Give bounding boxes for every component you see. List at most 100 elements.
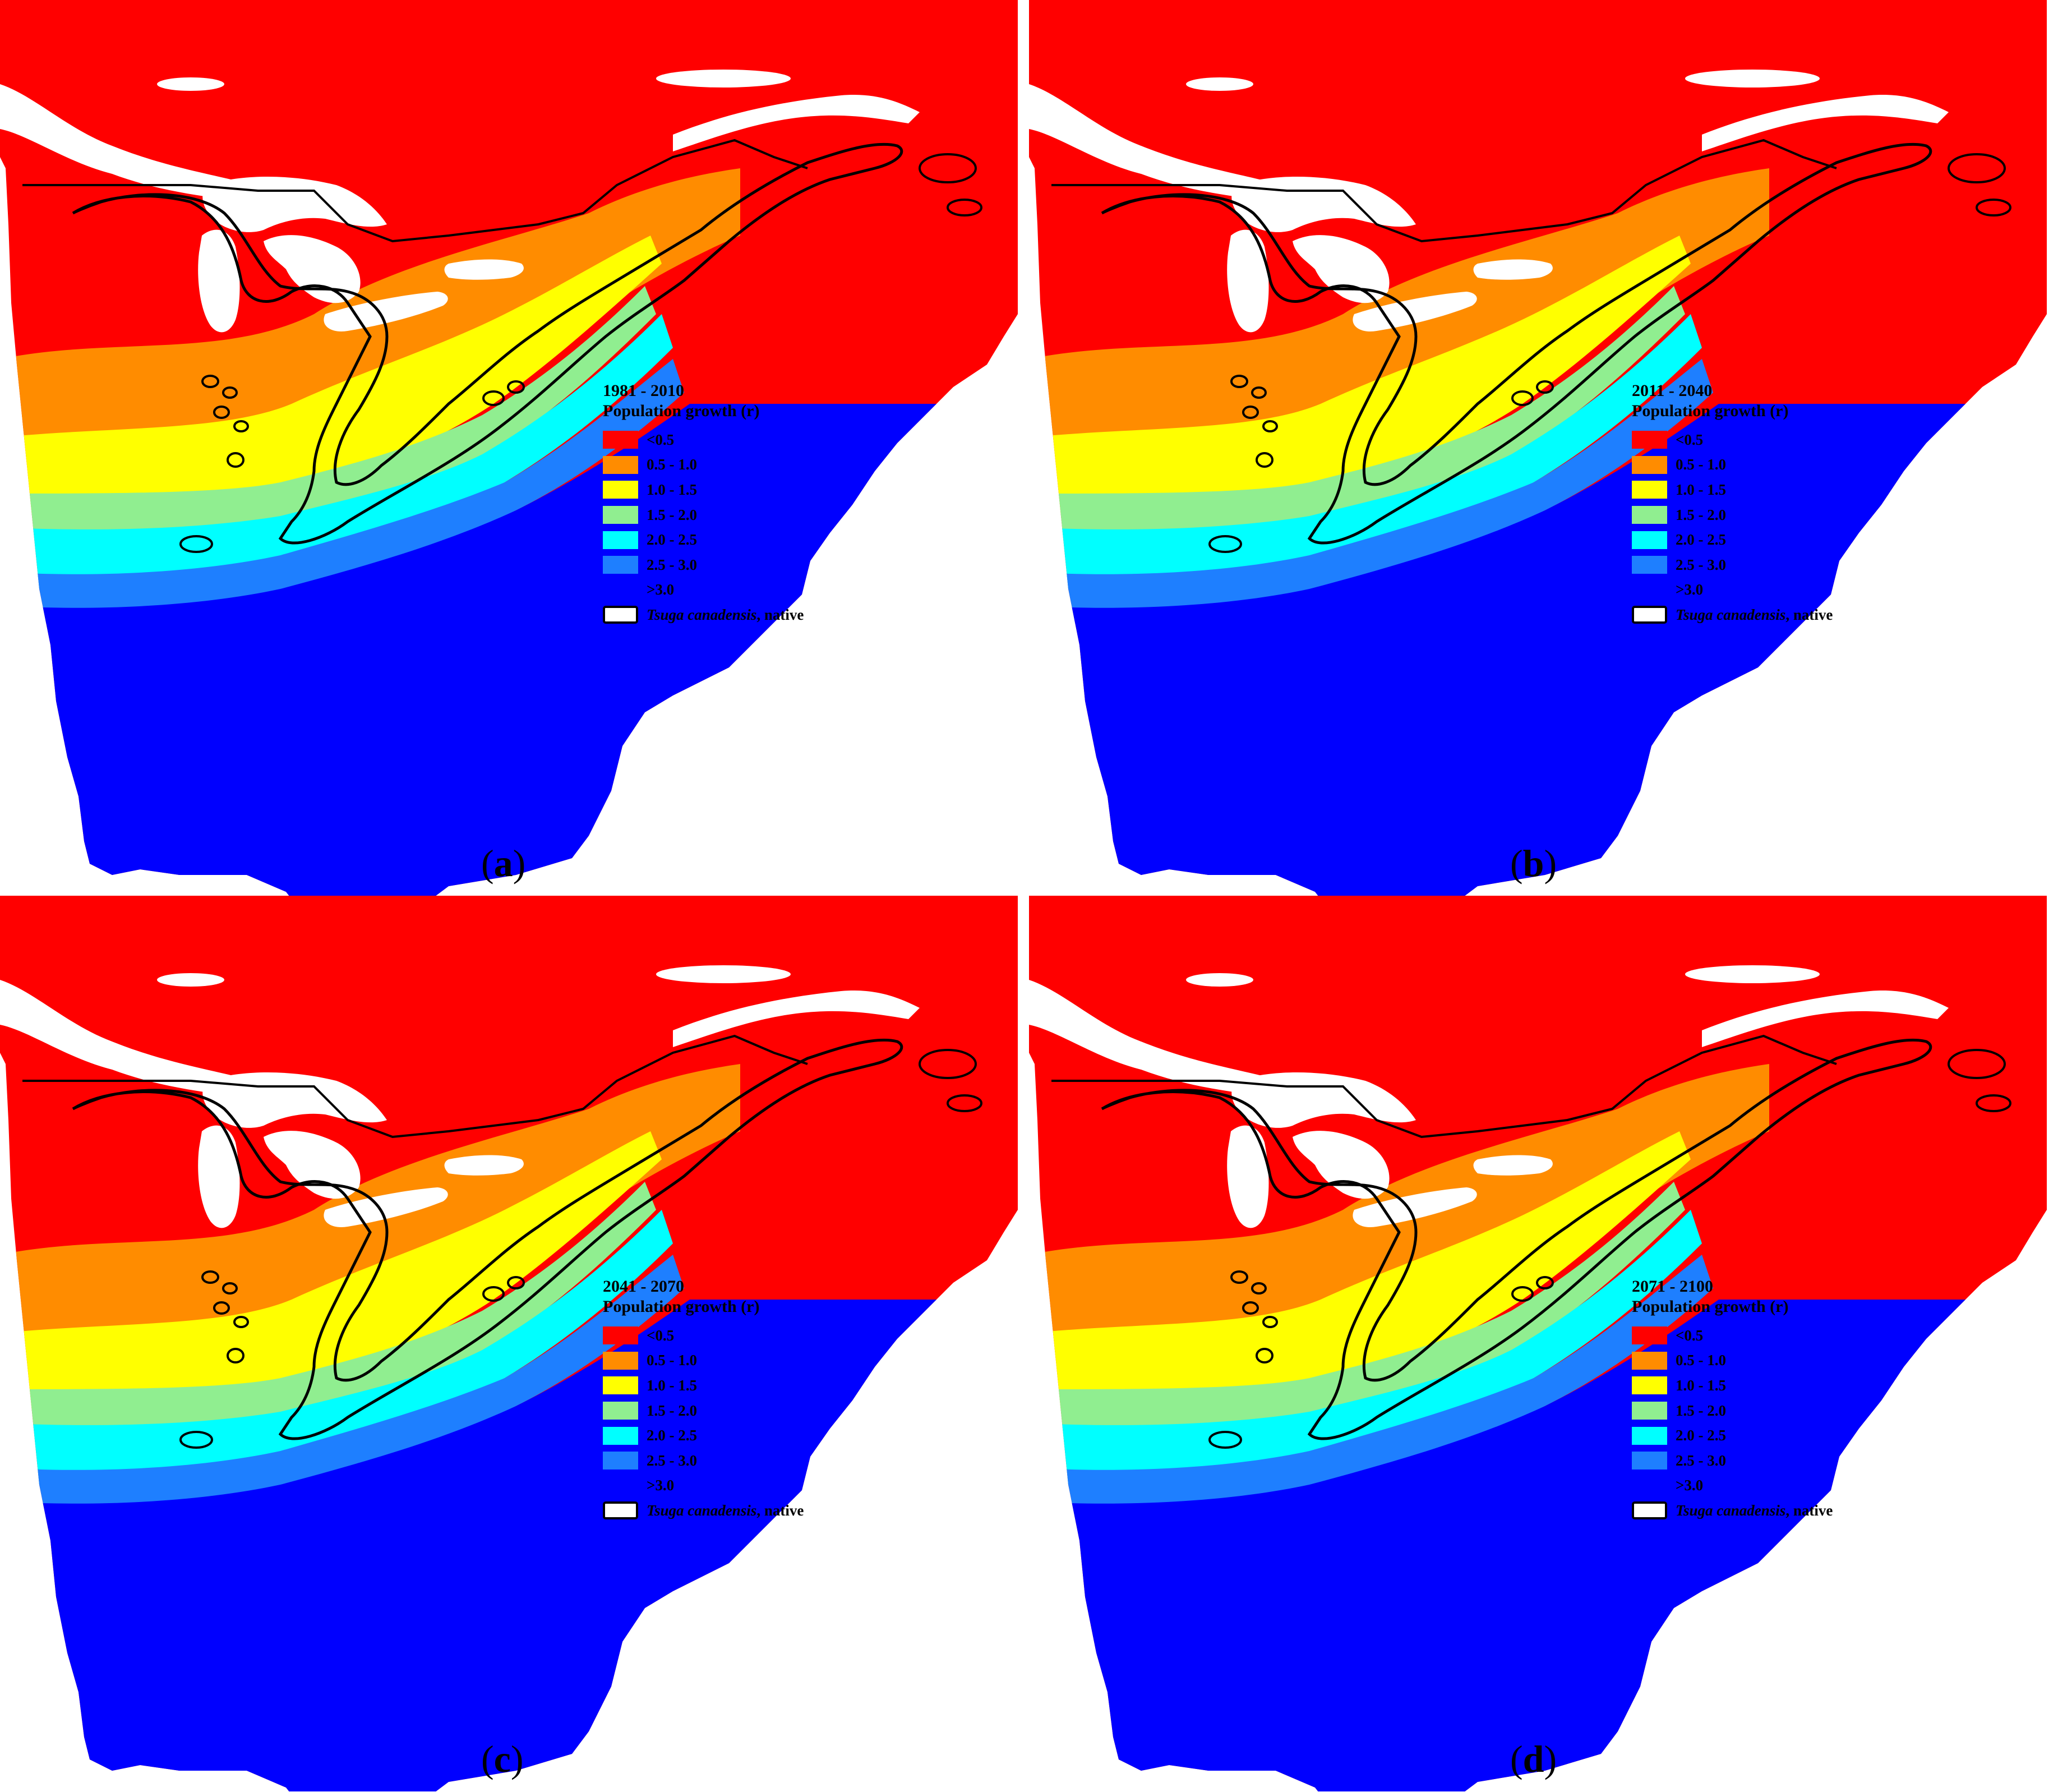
legend-swatch <box>603 1426 638 1445</box>
legend-label: 2.0 - 2.5 <box>1676 531 1726 549</box>
legend-row: Tsuga canadensis, native <box>603 602 804 628</box>
legend-label: <0.5 <box>647 1326 675 1344</box>
native-range-patch <box>1262 420 1278 432</box>
lake-island <box>157 77 224 91</box>
map-legend: 2011 - 2040 Population growth (r) <0.5 0… <box>1632 381 1833 628</box>
native-suffix: , native <box>1785 1501 1833 1519</box>
legend-row: 1.5 - 2.0 <box>1632 503 1833 528</box>
zone-yellow <box>1029 236 1691 516</box>
caption-close: ) <box>510 1738 524 1780</box>
legend-row: 2.5 - 3.0 <box>1632 1448 1833 1473</box>
lake-island <box>1685 965 1820 983</box>
legend-title: Population growth (r) <box>1632 1297 1789 1316</box>
native-range-patch <box>222 386 238 399</box>
native-suffix: , native <box>756 1501 804 1519</box>
native-range-patch <box>1242 1301 1259 1315</box>
legend-label: 1.5 - 2.0 <box>647 506 697 523</box>
legend-swatch <box>603 531 638 549</box>
lake-island <box>1186 973 1253 987</box>
species-name: Tsuga canadensis <box>647 606 757 623</box>
zone-cyan <box>1029 1210 1702 1490</box>
map-legend: 2071 - 2100 Population growth (r) <0.5 0… <box>1632 1277 1833 1523</box>
native-range-patch <box>1230 1270 1248 1284</box>
panel-caption: (a) <box>481 841 525 886</box>
legend-period: 2011 - 2040 <box>1632 381 1713 400</box>
native-range-patch <box>233 1316 249 1328</box>
growth-map <box>1029 0 2047 896</box>
legend-label: 2.0 - 2.5 <box>647 1427 697 1444</box>
legend-period: 1981 - 2010 <box>603 381 684 400</box>
species-name: Tsuga canadensis <box>1676 606 1786 623</box>
legend-row: >3.0 <box>1632 578 1833 603</box>
caption-letter: c <box>493 1738 511 1780</box>
legend-row: 2.0 - 2.5 <box>1632 527 1833 552</box>
legend-label: 0.5 - 1.0 <box>647 456 697 473</box>
legend-label: 2.5 - 3.0 <box>1676 1452 1726 1469</box>
legend-label: 2.0 - 2.5 <box>647 531 697 549</box>
legend-label: 0.5 - 1.0 <box>1676 456 1726 473</box>
legend-swatch <box>603 556 638 574</box>
native-suffix: , native <box>756 606 804 623</box>
zone-yellow <box>0 236 662 516</box>
legend-row: >3.0 <box>1632 1473 1833 1499</box>
lake-erie <box>1353 292 1477 331</box>
legend-swatch <box>603 431 638 449</box>
legend-row: 0.5 - 1.0 <box>603 1348 804 1374</box>
legend-swatch-native <box>603 606 638 624</box>
legend-swatch <box>1632 581 1667 599</box>
legend-row: <0.5 <box>1632 427 1833 453</box>
legend-label-native: Tsuga canadensis, native <box>647 1502 804 1519</box>
legend-label-native: Tsuga canadensis, native <box>1676 606 1833 624</box>
legend-label: >3.0 <box>1676 1477 1704 1494</box>
legend-label: 1.0 - 1.5 <box>647 481 697 498</box>
lake-island <box>1685 70 1820 87</box>
zone-yellow <box>1029 1131 1691 1412</box>
legend-label: 2.5 - 3.0 <box>647 556 697 573</box>
legend-swatch <box>1632 481 1667 499</box>
legend-label: <0.5 <box>1676 431 1704 448</box>
panel-caption: (d) <box>1510 1737 1557 1781</box>
legend-row: 0.5 - 1.0 <box>1632 1348 1833 1374</box>
legend-swatch <box>1632 1426 1667 1445</box>
zone-lightgreen <box>1029 1182 1685 1451</box>
native-range-outline <box>72 142 903 545</box>
legend-row: <0.5 <box>603 1323 804 1348</box>
legend-label: 0.5 - 1.0 <box>647 1352 697 1369</box>
map-legend: 1981 - 2010 Population growth (r) <0.5 0… <box>603 381 804 628</box>
legend-swatch <box>1632 455 1667 474</box>
legend-row: 2.5 - 3.0 <box>603 552 804 578</box>
legend-swatch <box>603 581 638 599</box>
native-range-patch <box>1208 535 1242 553</box>
native-range-patch <box>1256 452 1273 468</box>
native-range-patch <box>1948 153 2006 183</box>
legend-title: Population growth (r) <box>603 1297 760 1316</box>
native-range-patch <box>1511 1286 1534 1302</box>
legend-row: 2.0 - 2.5 <box>603 1423 804 1448</box>
caption-close: ) <box>1544 842 1557 885</box>
map-legend: 2041 - 2070 Population growth (r) <0.5 0… <box>603 1277 804 1523</box>
legend-row: 0.5 - 1.0 <box>603 453 804 478</box>
caption-letter: d <box>1522 1738 1544 1780</box>
water-north <box>0 84 252 202</box>
zone-lightgreen <box>1029 286 1685 555</box>
water-north <box>0 980 252 1098</box>
caption-close: ) <box>513 842 526 885</box>
legend-row: 1.0 - 1.5 <box>1632 1373 1833 1398</box>
legend-label: 1.5 - 2.0 <box>1676 506 1726 523</box>
border-line <box>1051 1034 1837 1139</box>
native-range-patch <box>507 1276 525 1289</box>
legend-row: Tsuga canadensis, native <box>603 1498 804 1523</box>
legend-row: 2.5 - 3.0 <box>1632 552 1833 578</box>
lake-huron <box>264 1131 361 1199</box>
legend-row: 1.5 - 2.0 <box>1632 1398 1833 1424</box>
st-lawrence-water <box>673 95 920 151</box>
panel-caption: (c) <box>481 1737 524 1781</box>
native-range-patch <box>1230 375 1248 388</box>
panel-caption: (b) <box>1510 841 1557 886</box>
native-range-patch <box>222 1282 238 1295</box>
legend-label: 0.5 - 1.0 <box>1676 1352 1726 1369</box>
native-range-patch <box>1208 1431 1242 1449</box>
native-range-patch <box>919 1049 977 1079</box>
border-line <box>1051 139 1837 243</box>
st-lawrence-water <box>1702 95 1949 151</box>
